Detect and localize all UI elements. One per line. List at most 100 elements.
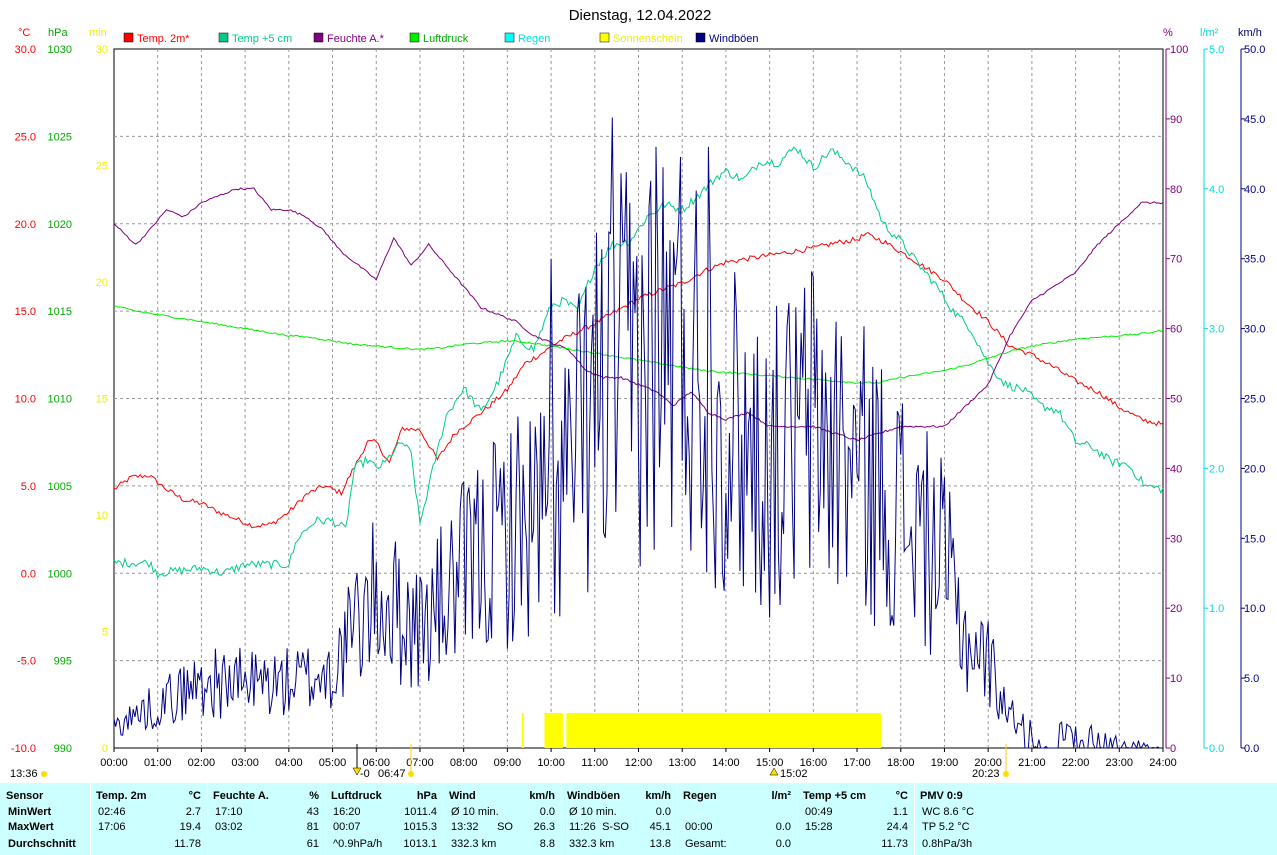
x-tick-label: 02:00 — [188, 757, 216, 769]
column-separator — [207, 783, 208, 855]
axis-tick-label: 5.0 — [1209, 44, 1224, 56]
unit-temp: °C — [18, 27, 30, 39]
stat-time: 15:28 — [805, 821, 833, 833]
stat-time: 16:20 — [333, 806, 361, 818]
stats-column: Temp +5 cm °C 00:49 15:28 1.1 24.4 11.73 — [797, 783, 914, 855]
stats-table: Sensor MinWert MaxWert Durchschnitt Temp. 2m… — [0, 783, 1277, 855]
moonrise-icon — [769, 767, 779, 776]
stat-value: 19.4 — [179, 821, 201, 833]
column-separator — [561, 783, 562, 855]
axis-tick-label: -10.0 — [11, 743, 36, 755]
legend-swatch — [313, 32, 324, 43]
x-tick-label: 00:00 — [100, 757, 128, 769]
axis-tick-label: 5.0 — [21, 481, 36, 493]
axis-tick-label: 15.0 — [15, 306, 36, 318]
stat-value: 81 — [306, 821, 319, 833]
axis-tick-label: 1010 — [48, 394, 72, 406]
column-separator — [914, 783, 915, 855]
unit-sun: min — [89, 27, 107, 39]
axis-tick-label: 90 — [1170, 114, 1182, 126]
column-separator — [797, 783, 798, 855]
stat-value: 8.8 — [539, 838, 555, 850]
stat-time: 332.3 km — [569, 838, 615, 850]
stat-time: 17:06 — [98, 821, 126, 833]
series-line — [113, 187, 1164, 442]
stats-column: Windböen km/h Ø 10 min. 11:26 332.3 km S-SO 0.… — [561, 783, 677, 855]
stat-value: 61 — [306, 838, 319, 850]
unit-humidity: % — [1163, 27, 1173, 39]
sunshine-bar — [544, 713, 563, 748]
stat-time: Gesamt: — [685, 838, 727, 850]
x-tick-label: 13:00 — [668, 757, 696, 769]
stat-value: 13.8 — [649, 838, 671, 850]
stat-time: 11:26 — [569, 821, 596, 833]
sunshine-bar — [566, 713, 882, 748]
axis-tick-label: 70 — [1170, 254, 1182, 266]
chart-title: Dienstag, 12.04.2022 — [569, 7, 712, 24]
axis-tick-label: 40.0 — [1244, 184, 1265, 196]
series-line-wind — [113, 117, 1163, 750]
stat-direction: S-SO — [602, 821, 629, 833]
stat-value: 11.73 — [881, 838, 908, 850]
column-unit: km/h — [529, 790, 555, 802]
sunset-label: 20:23 — [972, 768, 1000, 780]
axis-tick-label: 4.0 — [1209, 184, 1224, 196]
x-tick-label: 04:00 — [275, 757, 303, 769]
sun-marker-icon — [41, 771, 47, 777]
sunshine-bars — [521, 713, 882, 748]
legend-swatch — [218, 32, 229, 43]
column-header: PMV 0:9 — [920, 790, 963, 802]
axis-tick-label: 30.0 — [15, 44, 36, 56]
legend-label: Regen — [518, 33, 550, 45]
stat-value: 1015.3 — [403, 821, 437, 833]
x-tick-label: 07:00 — [406, 757, 434, 769]
stats-column: Temp. 2m °C 02:46 17:06 2.7 19.4 11.78 — [90, 783, 207, 855]
stat-time: ^0.9hPa/h — [333, 838, 383, 850]
column-unit: °C — [188, 790, 201, 802]
legend-label: Temp. 2m* — [137, 33, 190, 45]
axis-tick-label: 20 — [1170, 603, 1182, 615]
x-tick-label: 17:00 — [843, 757, 871, 769]
axis-tick-label: 60 — [1170, 324, 1182, 336]
grid — [114, 49, 1163, 748]
stat-value: 24.4 — [886, 821, 908, 833]
axis-tick-label: 20 — [96, 277, 108, 289]
axis-tick-label: 15.0 — [1244, 533, 1265, 545]
x-tick-label: 24:00 — [1149, 757, 1177, 769]
column-separator — [90, 783, 91, 855]
axis-tick-label: 1015 — [48, 306, 72, 318]
axis-tick-label: 30 — [96, 44, 108, 56]
column-separator — [677, 783, 678, 855]
axes: -10.0 -5.0 0.0 5.0 10.0 15.0 20.0 25.0 30.0 990 99… — [11, 44, 1266, 755]
sunrise-icon — [408, 771, 414, 777]
stat-time: Ø 10 min. — [451, 806, 499, 818]
x-tick-label: 11:00 — [581, 757, 608, 769]
axis-tick-label: 30 — [1170, 533, 1182, 545]
unit-wind: km/h — [1238, 27, 1262, 39]
axis-tick-label: 45.0 — [1244, 114, 1265, 126]
column-unit: km/h — [645, 790, 671, 802]
axis-tick-label: 10 — [1170, 673, 1182, 685]
series-line — [113, 232, 1164, 529]
legend-label: Feuchte A.* — [327, 33, 385, 45]
row-label: MinWert — [8, 806, 52, 818]
stat-line: 0.8hPa/3h — [922, 838, 973, 850]
series-lines — [113, 117, 1164, 750]
stat-value: 1.1 — [892, 806, 908, 818]
weather-chart: Dienstag, 12.04.2022 °C hPa min % l/m² k… — [10, 7, 1266, 780]
stats-column: Luftdruck hPa 16:20 00:07 ^0.9hPa/h 1011.4 101… — [325, 783, 443, 855]
sunshine-bar — [521, 713, 524, 748]
sunrise-left-label: 13:36 — [10, 768, 38, 780]
row-label: MaxWert — [8, 821, 54, 833]
axis-tick-label: 1005 — [48, 481, 72, 493]
axis-tick-label: 15 — [96, 394, 108, 406]
stats-column: Wind km/h Ø 10 min. 13:32 332.3 km SO 0.0 26.3 8… — [443, 783, 561, 855]
column-header: Wind — [449, 790, 476, 802]
axis-tick-label: 50 — [1170, 394, 1182, 406]
axis-tick-label: 1025 — [48, 131, 72, 143]
stat-value: 11.78 — [174, 838, 201, 850]
axis-tick-label: 1030 — [48, 44, 72, 56]
x-tick-label: 22:00 — [1062, 757, 1090, 769]
series-line — [113, 305, 1164, 384]
stats-column: Sensor MinWert MaxWert Durchschnitt — [0, 783, 90, 855]
